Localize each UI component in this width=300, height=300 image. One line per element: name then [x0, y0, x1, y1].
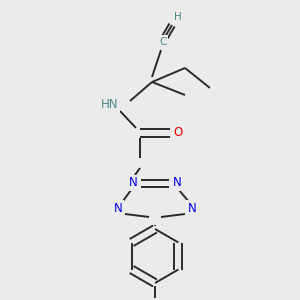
Text: H: H [174, 12, 182, 22]
Text: N: N [172, 176, 182, 190]
Text: N: N [129, 176, 137, 190]
Text: C: C [159, 37, 167, 47]
Text: N: N [188, 202, 196, 214]
Text: N: N [114, 202, 122, 214]
Text: O: O [173, 127, 183, 140]
Text: HN: HN [100, 98, 118, 112]
